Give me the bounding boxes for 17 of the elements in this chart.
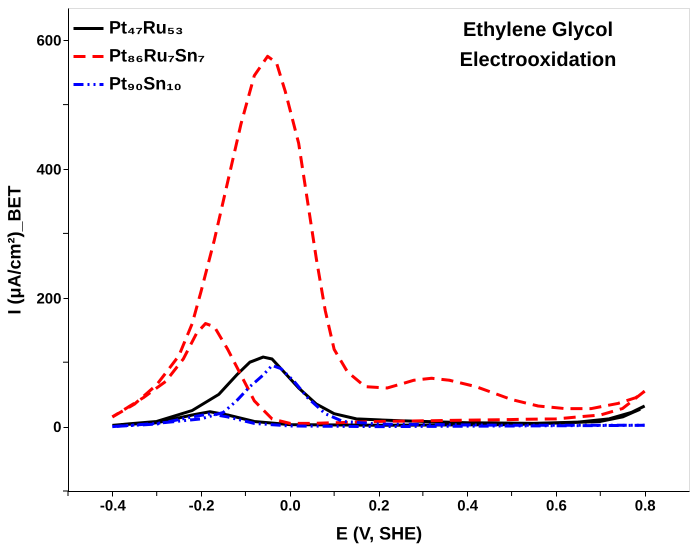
y-tick-label: 600 (36, 32, 62, 50)
text: Ethylene Glycol Electrooxidation (460, 19, 616, 71)
y-tick-label: 0 (53, 419, 62, 436)
x-tick-label: 0.4 (457, 498, 479, 514)
x-tick-label: -0.4 (100, 498, 126, 514)
x-tick-label: 0.6 (546, 498, 567, 514)
legend-label: Pt₄₇Ru₅₃ (109, 18, 184, 38)
y-tick-label: 400 (36, 162, 62, 178)
x-tick-label: 0.0 (280, 498, 301, 514)
x-tick-label: -0.2 (188, 498, 214, 514)
y-tick-label: 200 (36, 290, 62, 308)
x-axis-title: E (V, SHE) (336, 524, 422, 544)
x-tick-label: 0.2 (368, 498, 390, 514)
legend-label: Pt₉₀Sn₁₀ (109, 74, 182, 94)
x-tick-label: 0.8 (634, 498, 656, 514)
y-axis-title: I (μA/cm²)_BET (4, 185, 24, 315)
legend-label: Pt₈₆Ru₇Sn₇ (109, 46, 205, 66)
